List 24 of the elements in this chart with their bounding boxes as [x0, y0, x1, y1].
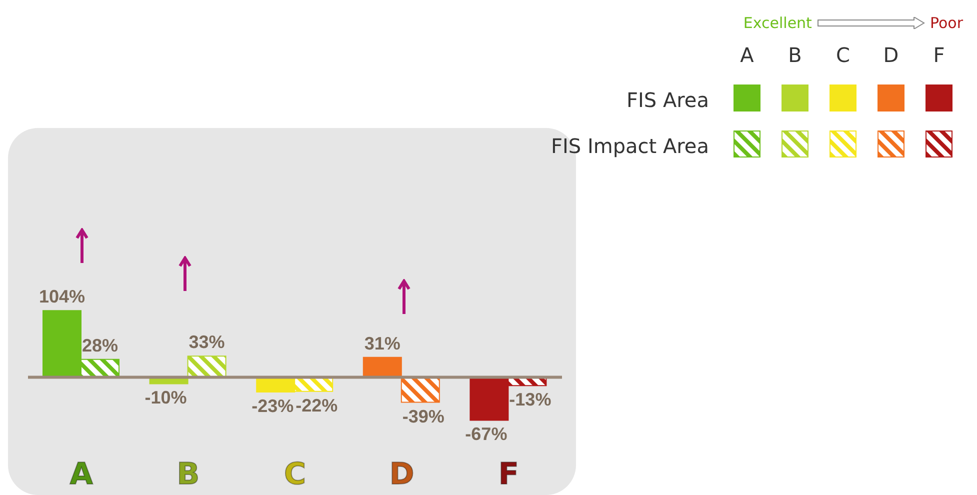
x-tick-label: F [498, 457, 519, 492]
data-label: -23% [252, 396, 294, 416]
text: Excellent [743, 14, 812, 32]
category-label: A [740, 43, 754, 67]
x-tick-label: A [70, 457, 94, 492]
data-label: 33% [188, 332, 225, 352]
data-label: -39% [402, 406, 444, 426]
data-label: -67% [465, 424, 508, 444]
legend-label: FIS Impact Area [550, 133, 710, 160]
text: Poor [930, 14, 963, 32]
x-tick-label: C [284, 457, 306, 492]
data-label: 28% [82, 335, 118, 356]
data-label: -22% [296, 395, 338, 416]
category-label: C [836, 43, 850, 67]
legend-label: FIS Area [626, 87, 710, 114]
data-label: -10% [144, 388, 187, 408]
category-label: F [933, 43, 945, 67]
x-tick-label: D [389, 457, 414, 492]
category-label: B [788, 43, 802, 67]
data-label: 104% [38, 286, 86, 307]
data-label: 31% [364, 333, 400, 354]
x-tick-label: B [176, 457, 200, 492]
data-label: -13% [509, 390, 552, 410]
category-label: D [883, 43, 899, 67]
